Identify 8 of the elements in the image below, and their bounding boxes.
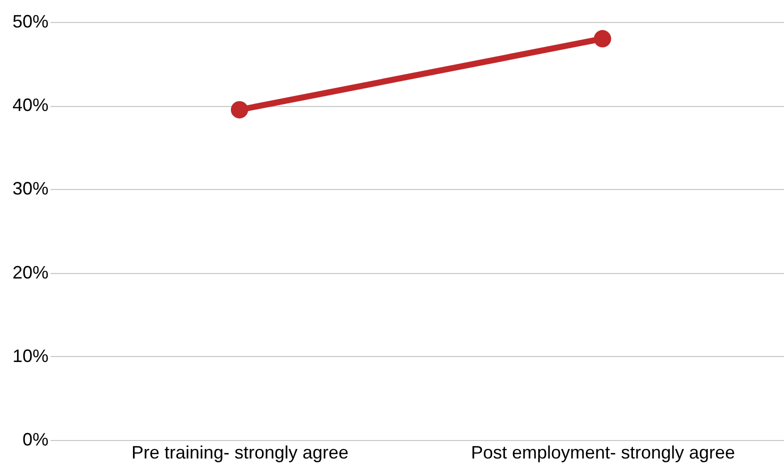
y-tick-label: 0% [22,430,48,450]
y-tick-label: 50% [12,12,48,32]
x-tick-label: Post employment- strongly agree [470,442,736,462]
y-tick-label: 30% [12,178,48,199]
y-tick-label: 10% [12,346,48,366]
y-tick-label: 40% [12,95,48,116]
y-tick-label: 20% [12,262,48,282]
x-tick-label: Pre training- strongly agree [131,442,349,462]
